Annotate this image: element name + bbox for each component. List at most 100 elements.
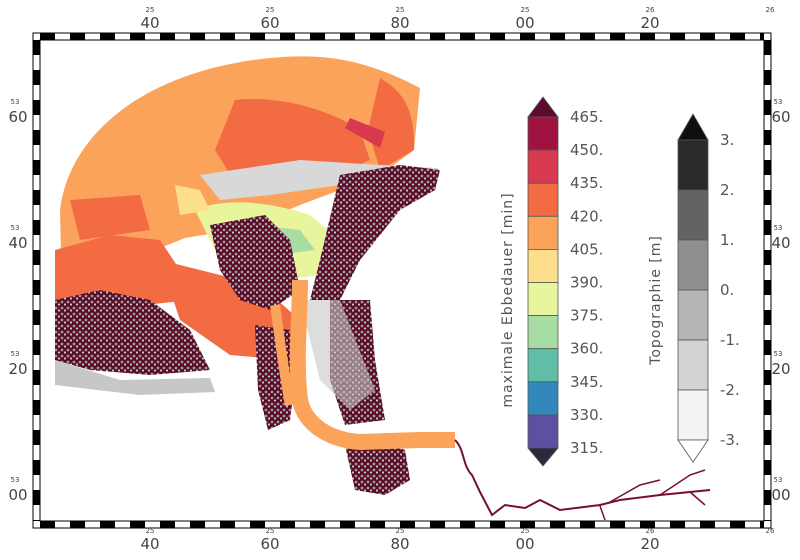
west-orange-patch <box>70 195 150 240</box>
axis-left-major-label: 40 <box>8 234 27 252</box>
axis-top-minor-label: 25 <box>266 6 275 14</box>
topo-colorbar-tick-label: -2. <box>720 381 740 399</box>
ebb-duration-colorbar: 465. 450. 435. 420. 405. 390. 375. 360. 345. 330.… <box>527 96 603 467</box>
topo-legend-title: Topographie [m] <box>648 235 664 366</box>
axis-top-major-label: 80 <box>390 14 409 32</box>
axis-left-minor-label: 53 <box>11 224 20 232</box>
ebb-colorbar-tick-label: 435. <box>570 174 603 192</box>
axis-top-minor-label: 25 <box>146 6 155 14</box>
axis-bottom-major-label: 40 <box>140 535 159 553</box>
ebb-colorbar-segment <box>527 381 559 416</box>
ebb-colorbar-tick-label: 315. <box>570 439 603 457</box>
axis-bottom-major-label: 20 <box>640 535 659 553</box>
ebb-colorbar-tick-label: 450. <box>570 141 603 159</box>
topo-colorbar-segment <box>677 189 709 241</box>
topo-colorbar-top-arrow <box>677 113 709 141</box>
axis-bottom-major-label: 80 <box>390 535 409 553</box>
topo-colorbar-segment <box>677 239 709 291</box>
ebb-colorbar-segment <box>527 414 559 449</box>
west-mudflats-grey <box>55 360 215 395</box>
ebb-colorbar-tick-label: 330. <box>570 406 603 424</box>
axis-right-minor-label: 53 <box>774 350 783 358</box>
ebb-legend-title: maximale Ebbedauer [min] <box>500 192 516 407</box>
south-mud-lobe <box>345 440 410 495</box>
axis-bottom-minor-label: 25 <box>396 527 405 535</box>
topo-colorbar-segment <box>677 389 709 441</box>
topo-colorbar-segment <box>677 289 709 341</box>
ebb-colorbar-tick-label: 345. <box>570 373 603 391</box>
axis-bottom-minor-label: 25 <box>521 527 530 535</box>
axis-right-major-label: 00 <box>771 486 790 504</box>
ebb-colorbar-segment <box>527 149 559 184</box>
ebb-colorbar-segment <box>527 315 559 350</box>
axis-right-major-label: 60 <box>771 108 790 126</box>
ebb-colorbar-top-arrow <box>527 96 559 118</box>
axis-right-minor-label: 53 <box>774 98 783 106</box>
topo-colorbar-segment <box>677 139 709 191</box>
topo-colorbar-tick-label: 1. <box>720 231 734 249</box>
estuary-mud-north <box>310 165 440 300</box>
ebb-colorbar-tick-label: 360. <box>570 340 603 358</box>
axis-top-major-label: 20 <box>640 14 659 32</box>
ebb-colorbar-segment <box>527 215 559 250</box>
axis-top-minor-label: 26 <box>766 6 775 14</box>
ebb-colorbar-tick-label: 375. <box>570 307 603 325</box>
axis-bottom-major-label: 60 <box>260 535 279 553</box>
axis-top-labels: 25 25 25 25 26 26 40 60 80 00 20 <box>140 6 775 32</box>
axis-right-minor-label: 53 <box>774 224 783 232</box>
topo-colorbar-tick-label: 0. <box>720 281 734 299</box>
axis-left-labels: 53 53 53 53 60 40 20 00 <box>8 98 27 504</box>
river-tributary-1 <box>609 479 661 503</box>
axis-top-major-label: 00 <box>515 14 534 32</box>
channel-outer <box>270 304 295 406</box>
ebb-colorbar-tick-label: 405. <box>570 240 603 258</box>
axis-right-major-label: 40 <box>771 234 790 252</box>
river-upstream <box>454 439 711 517</box>
axis-top-minor-label: 26 <box>646 6 655 14</box>
map-frame <box>32 32 772 529</box>
topo-colorbar-segment <box>677 339 709 391</box>
main-channel <box>289 279 455 451</box>
axis-top-minor-label: 25 <box>396 6 405 14</box>
axis-top-minor-label: 25 <box>521 6 530 14</box>
axis-bottom-minor-label: 25 <box>146 527 155 535</box>
ebb-colorbar-segment <box>527 182 559 217</box>
ebb-colorbar-segment <box>527 282 559 316</box>
axis-right-labels: 53 53 53 53 60 40 20 00 <box>771 98 790 504</box>
ebb-colorbar-bottom-arrow <box>527 447 559 467</box>
estuary-mud-center <box>210 215 300 310</box>
ebb-colorbar-tick-label: 390. <box>570 274 603 292</box>
topo-colorbar-tick-label: 2. <box>720 181 734 199</box>
axis-left-minor-label: 53 <box>11 476 20 484</box>
axis-bottom-major-label: 00 <box>515 535 534 553</box>
ebb-colorbar-segment <box>527 116 559 151</box>
axis-bottom-minor-label: 26 <box>766 527 775 535</box>
axis-left-minor-label: 53 <box>11 98 20 106</box>
axis-left-major-label: 00 <box>8 486 27 504</box>
topo-colorbar-tick-label: 3. <box>720 131 734 149</box>
river-channel <box>270 279 711 521</box>
river-tributary-4 <box>689 491 706 506</box>
axis-left-major-label: 20 <box>8 360 27 378</box>
axis-left-minor-label: 53 <box>11 350 20 358</box>
topo-colorbar-bottom-arrow <box>677 439 709 463</box>
topo-colorbar-tick-label: -3. <box>720 431 740 449</box>
axis-left-major-label: 60 <box>8 108 27 126</box>
axis-top-major-label: 40 <box>140 14 159 32</box>
land-mudflats <box>55 160 440 495</box>
axis-right-major-label: 20 <box>771 360 790 378</box>
ebb-colorbar-segment <box>527 248 559 283</box>
topography-colorbar: 3. 2. 1. 0. -1. -2. -3. <box>677 113 740 463</box>
ebb-colorbar-tick-label: 420. <box>570 207 603 225</box>
grey-foreshore <box>300 300 375 410</box>
axis-right-minor-label: 53 <box>774 476 783 484</box>
river-tributary-3 <box>599 505 606 521</box>
axis-bottom-minor-label: 26 <box>646 527 655 535</box>
axis-bottom-labels: 25 25 25 25 26 26 40 60 80 00 20 <box>140 527 775 553</box>
estuary-light-yellow <box>175 185 210 215</box>
red-strip <box>345 118 385 148</box>
axis-top-major-label: 60 <box>260 14 279 32</box>
west-mudflats <box>55 290 210 375</box>
topo-colorbar-tick-label: -1. <box>720 331 740 349</box>
